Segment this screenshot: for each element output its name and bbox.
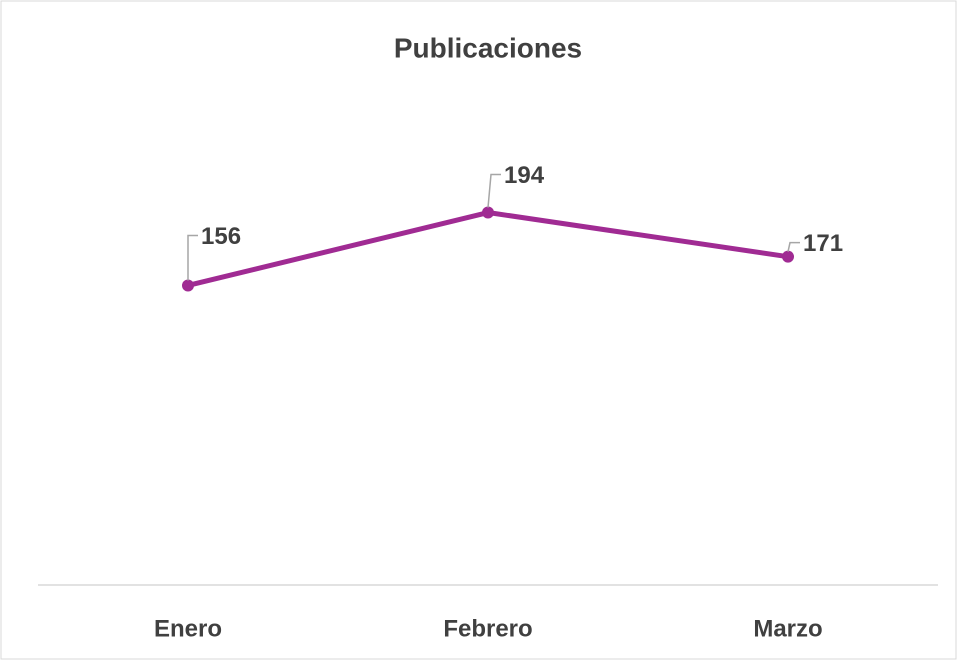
chart-title: Publicaciones xyxy=(394,32,582,63)
marker xyxy=(182,279,194,292)
x-tick-label: Enero xyxy=(154,615,222,642)
data-label: 171 xyxy=(803,230,843,257)
data-label: 194 xyxy=(504,162,545,189)
data-label: 156 xyxy=(201,223,241,250)
marker xyxy=(782,250,794,263)
x-tick-label: Febrero xyxy=(443,615,532,642)
leader-line xyxy=(487,173,501,208)
x-tick-label: Marzo xyxy=(753,615,822,642)
marker xyxy=(482,206,494,219)
leader-line xyxy=(787,241,800,252)
leader-line xyxy=(187,234,198,281)
